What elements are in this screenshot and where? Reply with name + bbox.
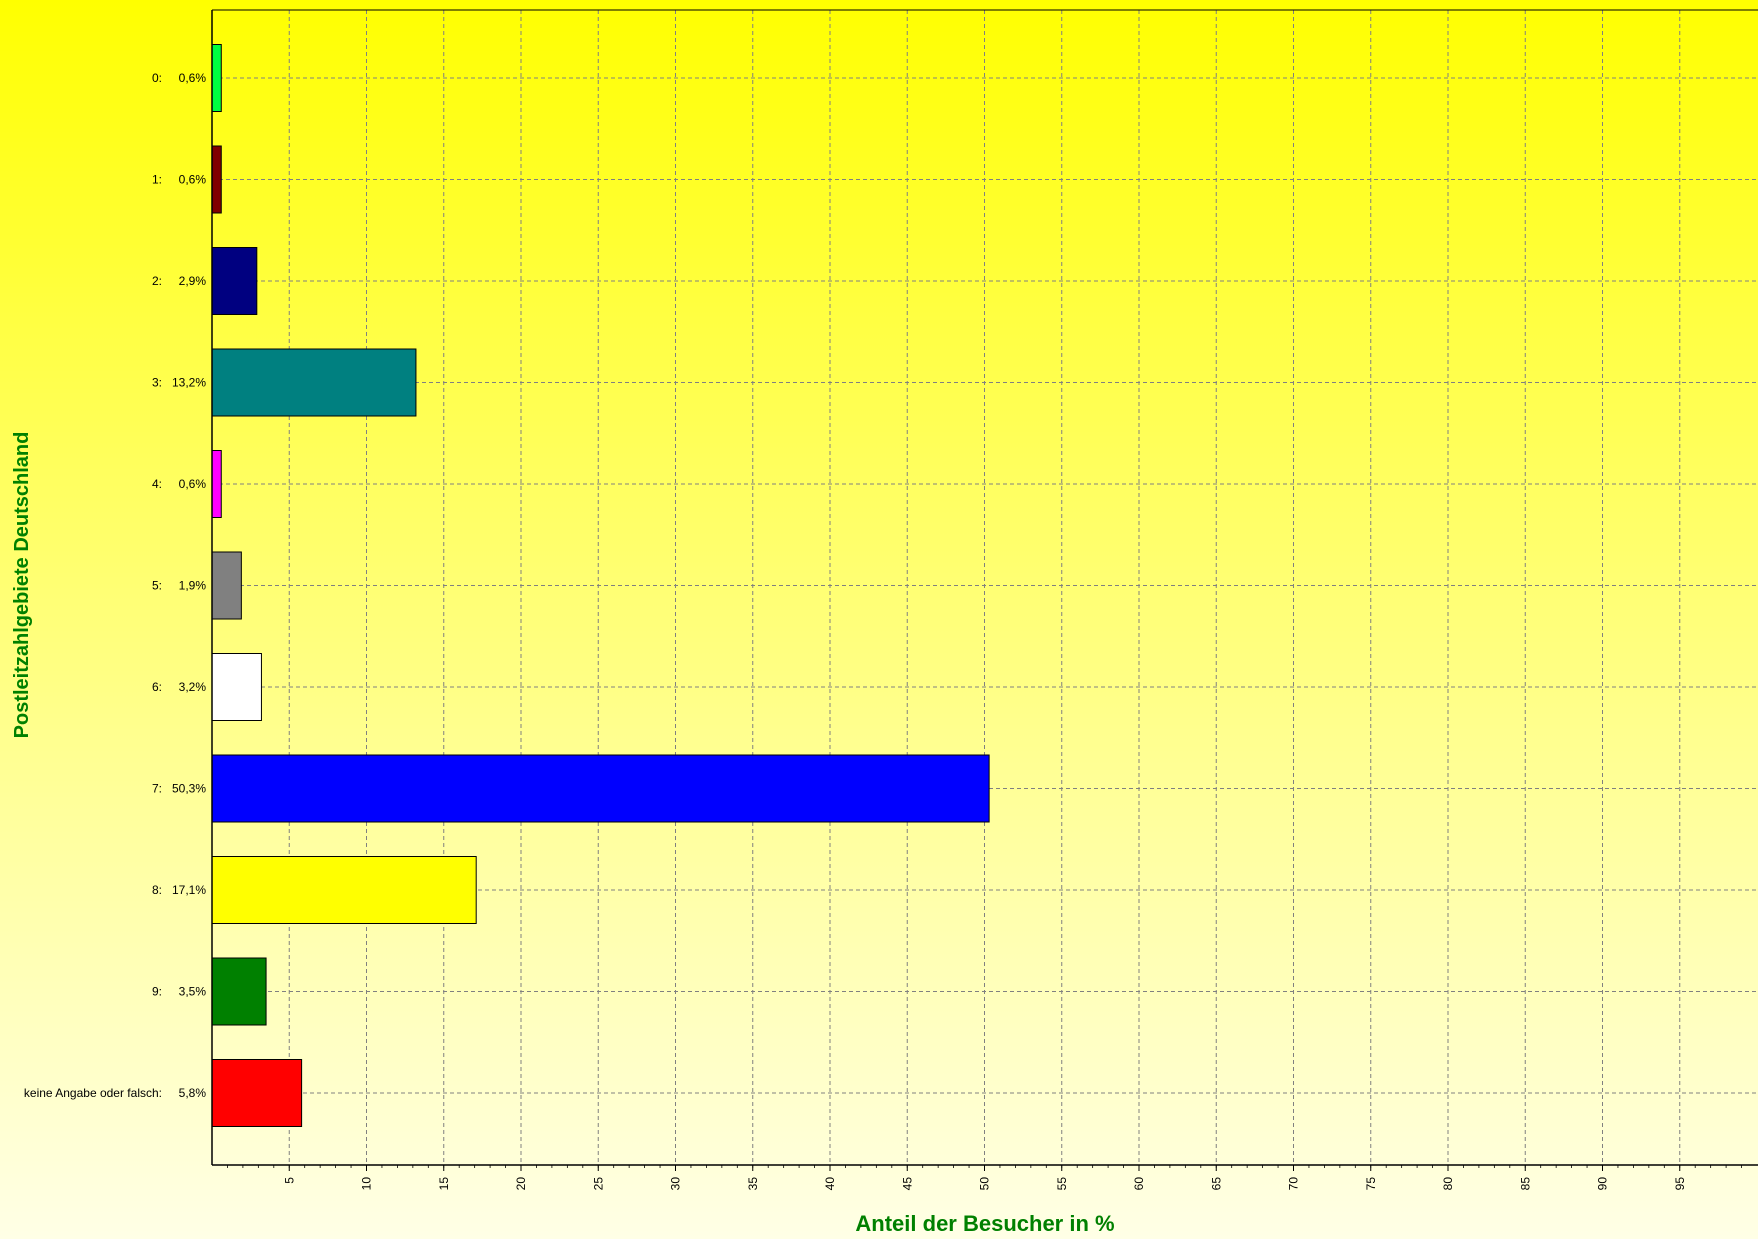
category-label: 5:	[152, 579, 162, 593]
x-tick-label: 90	[1596, 1177, 1610, 1191]
category-label: keine Angabe oder falsch:	[24, 1086, 162, 1100]
value-label: 0,6%	[179, 173, 207, 187]
x-axis-title: Anteil der Besucher in %	[855, 1211, 1114, 1236]
value-label: 5,8%	[179, 1086, 207, 1100]
x-tick-label: 50	[978, 1177, 992, 1191]
value-label: 17,1%	[172, 883, 206, 897]
value-label: 0,6%	[179, 477, 207, 491]
x-tick-label: 70	[1287, 1177, 1301, 1191]
x-tick-label: 20	[514, 1177, 528, 1191]
x-tick-label: 5	[282, 1177, 296, 1184]
bar	[211, 44, 222, 112]
category-label: 3:	[152, 376, 162, 390]
bar	[211, 145, 222, 214]
x-tick-label: 75	[1364, 1177, 1378, 1191]
category-label: 4:	[152, 477, 162, 491]
bars	[211, 44, 990, 1127]
category-label: 9:	[152, 985, 162, 999]
x-ticks: 5 10 15 20 25 30 35 40 45 50 55 60 65 70 75 80 85 90 95	[227, 1165, 1742, 1191]
grid	[212, 10, 1758, 1165]
x-tick-label: 25	[591, 1177, 605, 1191]
x-tick-label: 15	[437, 1177, 451, 1191]
bar	[211, 450, 222, 518]
bar	[211, 856, 477, 924]
bar	[211, 247, 258, 315]
x-tick-label: 60	[1132, 1177, 1146, 1191]
x-tick-label: 40	[823, 1177, 837, 1191]
bar	[211, 957, 267, 1026]
value-label: 2,9%	[179, 274, 207, 288]
bar	[211, 551, 242, 620]
category-label: 7:	[152, 782, 162, 796]
category-label: 8:	[152, 883, 162, 897]
x-tick-label: 10	[360, 1177, 374, 1191]
category-label: 6:	[152, 680, 162, 694]
x-tick-label: 35	[746, 1177, 760, 1191]
category-label: 2:	[152, 274, 162, 288]
value-label: 0,6%	[179, 71, 207, 85]
value-label: 3,5%	[179, 985, 207, 999]
bar	[211, 348, 417, 417]
bar	[211, 1059, 303, 1127]
category-labels: 0: 0,6% 1: 0,6% 2: 2,9% 3: 13,2% 4: 0,6% 5: 1,9% 6: 3…	[24, 71, 206, 1100]
value-label: 50,3%	[172, 782, 206, 796]
x-tick-label: 45	[900, 1177, 914, 1191]
value-label: 3,2%	[179, 680, 207, 694]
bar	[211, 754, 990, 823]
category-label: 1:	[152, 173, 162, 187]
bar	[211, 653, 262, 721]
value-label: 1,9%	[179, 579, 207, 593]
x-tick-label: 95	[1673, 1177, 1687, 1191]
y-axis-title: Postleitzahlgebiete Deutschland	[11, 432, 33, 739]
x-tick-label: 30	[669, 1177, 683, 1191]
value-label: 13,2%	[172, 376, 206, 390]
x-tick-label: 65	[1209, 1177, 1223, 1191]
x-tick-label: 80	[1441, 1177, 1455, 1191]
x-tick-label: 55	[1055, 1177, 1069, 1191]
x-tick-label: 85	[1518, 1177, 1532, 1191]
category-label: 0:	[152, 71, 162, 85]
